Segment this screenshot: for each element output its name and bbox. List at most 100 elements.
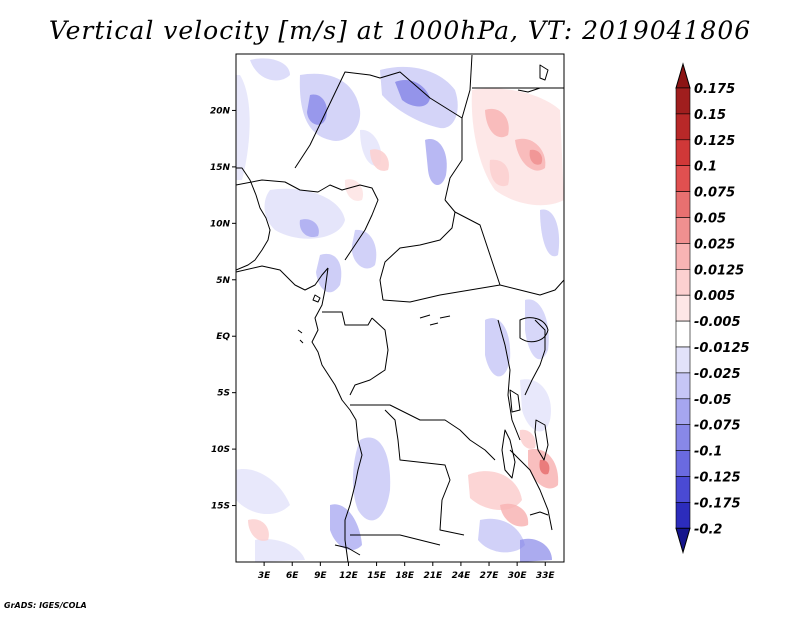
field-patch-pos (489, 159, 510, 187)
field-patch-neg (250, 58, 290, 81)
lat-tick-label: 5N (216, 276, 230, 286)
colorbar-bottom-arrow (675, 527, 691, 555)
colorbar-box (675, 268, 691, 296)
map-title: Vertical velocity [m/s] at 1000hPa, VT: … (48, 16, 752, 45)
colorbar-label: 0.175 (694, 82, 735, 97)
field-patch-pos (519, 429, 536, 449)
lake-kariba (529, 511, 549, 516)
border-sahel (236, 179, 379, 261)
bioko-island (312, 294, 321, 303)
colorbar-label: -0.2 (694, 522, 722, 537)
colorbar-box (675, 139, 691, 167)
lake-victoria (519, 317, 549, 343)
field-patch-pos (248, 519, 269, 541)
field-patch-pos (485, 108, 509, 138)
border-car-drc (382, 284, 501, 303)
gulf-of-guinea-coast (236, 265, 329, 291)
border-namibia (350, 534, 441, 546)
lat-tick-label: 20N (210, 106, 231, 116)
lake-kivu (509, 389, 521, 413)
lon-tick-label: 9E (314, 571, 327, 581)
field-patch-neg (352, 437, 391, 521)
grads-credit: GrADS: IGES/COLA (4, 601, 87, 610)
longitude-axis: 3E 6E 9E 12E 15E 18E 21E 24E 27E 30E 33E (258, 562, 556, 581)
colorbar-label: 0.125 (694, 134, 735, 149)
colorbar-box (675, 372, 691, 400)
border-south-sudan (454, 211, 564, 296)
field-patch-neg (264, 188, 345, 239)
field-patch-neg (520, 379, 551, 432)
velocity-field (236, 58, 564, 562)
colorbar-label: -0.075 (694, 419, 741, 434)
colorbar-box (675, 346, 691, 374)
lon-tick-label: 15E (367, 571, 387, 581)
lon-tick-label: 27E (480, 571, 500, 581)
lat-tick-label: 5S (217, 389, 230, 399)
colorbar-box (675, 87, 691, 115)
colorbar-box (675, 476, 691, 503)
colorbar-box (675, 320, 691, 348)
island-marks (297, 329, 304, 344)
colorbar-box (675, 243, 691, 270)
lat-tick-label: 10N (210, 219, 231, 229)
lon-tick-label: 30E (508, 571, 528, 581)
border-malawi (509, 449, 553, 531)
latitude-axis: 20N 15N 10N 5N EQ 5S 10S 15S (210, 106, 236, 512)
colorbar-box (675, 450, 691, 477)
lon-tick-label: 18E (395, 571, 415, 581)
lat-tick-label: 15S (211, 502, 230, 512)
colorbar-label: 0.075 (694, 186, 735, 201)
colorbar: 0.175 0.15 0.125 0.1 0.075 0.05 0.025 0.0125 0.0… (675, 62, 750, 555)
field-patch-pos (468, 471, 522, 510)
lon-tick-label: 6E (286, 571, 299, 581)
colorbar-label: 0.05 (694, 212, 726, 227)
colorbar-box (675, 502, 691, 529)
congo-river-marks (419, 314, 451, 326)
field-patch-neg (540, 209, 560, 257)
border-south (334, 544, 361, 556)
colorbar-label: 0.1 (694, 160, 717, 175)
field-patch-neg (307, 94, 327, 125)
field-patch-neg (255, 539, 305, 562)
field-patch-neg (351, 229, 377, 269)
central-west-coast (311, 267, 363, 562)
colorbar-box (675, 424, 691, 451)
colorbar-label: -0.025 (694, 367, 741, 382)
colorbar-label: 0.15 (694, 108, 726, 123)
colorbar-label: -0.1 (694, 445, 722, 460)
colorbar-label: -0.175 (694, 496, 741, 511)
lon-tick-label: 21E (423, 571, 443, 581)
border-northeast (517, 87, 541, 93)
lon-tick-label: 3E (258, 571, 271, 581)
colorbar-label: 0.025 (694, 237, 735, 252)
field-patch-neg (316, 253, 342, 293)
lake-nasser (539, 64, 549, 81)
field-patch-neg (395, 79, 430, 107)
colorbar-box (675, 191, 691, 218)
colorbar-box (675, 217, 691, 244)
colorbar-box (675, 165, 691, 192)
border-egypt (461, 54, 473, 119)
lat-tick-label: EQ (216, 332, 230, 342)
colorbar-box (675, 294, 691, 322)
lake-tanganyika (501, 429, 516, 479)
lon-tick-label: 12E (339, 571, 359, 581)
colorbar-box (675, 398, 691, 425)
coastlines-and-borders (236, 54, 564, 562)
west-coast-line (236, 167, 271, 271)
field-patch-neg (236, 75, 250, 180)
colorbar-label: 0.0125 (694, 263, 744, 278)
field-patch-neg (485, 318, 511, 377)
border-north (294, 71, 463, 201)
field-patch-neg (425, 139, 447, 186)
lon-tick-label: 33E (536, 571, 556, 581)
border-east-lakes (497, 319, 521, 441)
border-congo (349, 317, 389, 396)
field-patch-neg (525, 299, 549, 360)
field-patch-pos (539, 459, 550, 475)
field-patch-neg (236, 469, 290, 515)
map-panel: 20N 15N 10N 5N EQ 5S 10S 15S 3E 6E 9E 12E 15E 18E 21E… (210, 53, 565, 581)
colorbar-label: 0.005 (694, 289, 735, 304)
field-patch-neg (520, 538, 552, 562)
border-angola-drc (350, 404, 496, 461)
